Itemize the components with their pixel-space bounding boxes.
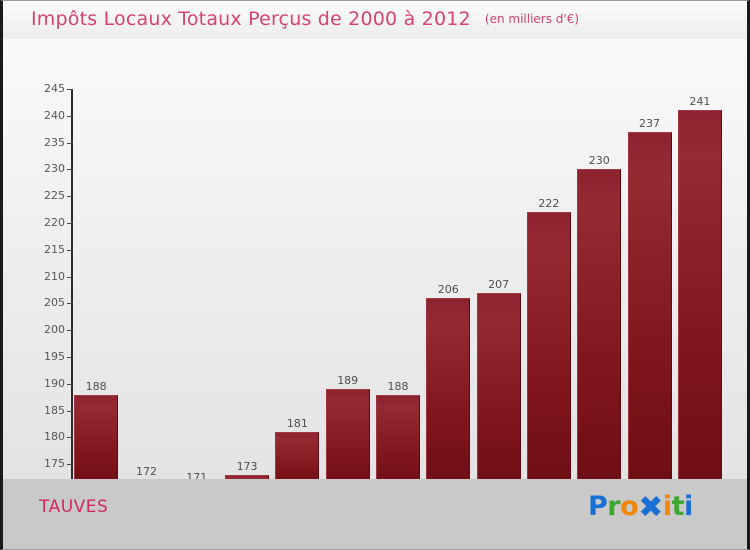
logo-letter-1: r — [607, 491, 621, 522]
bar-value-label: 222 — [538, 197, 560, 211]
bar-value-label: 188 — [387, 379, 409, 393]
chart-header: Impôts Locaux Totaux Perçus de 2000 à 20… — [3, 1, 747, 39]
bar-value-label: 230 — [588, 154, 610, 168]
logo-letter-4: i — [662, 491, 672, 522]
proxiti-logo[interactable]: Pro✖iti — [588, 490, 693, 525]
bar — [677, 110, 722, 491]
logo-letter-2: o — [620, 491, 639, 522]
y-axis-label-text: 245 — [44, 82, 65, 95]
logo-letter-0: P — [588, 491, 608, 522]
bar-value-label: 206 — [437, 283, 459, 297]
y-axis-tick — [67, 249, 73, 251]
bar-value-label: 173 — [236, 459, 258, 473]
y-axis-label: 215 — [25, 244, 65, 255]
y-axis-label-text: 210 — [44, 269, 65, 283]
y-axis-label: 175 — [25, 458, 65, 469]
commune-name: TAUVES — [39, 497, 109, 517]
bar — [74, 394, 119, 491]
bar-value-label: 189 — [337, 374, 359, 388]
y-axis-label-text: 220 — [44, 216, 65, 229]
plot-area: 1701751801851901952002052102152202252302… — [3, 39, 747, 509]
y-axis-label: 195 — [25, 351, 65, 362]
y-axis-label: 245 — [25, 83, 65, 94]
y-axis-tick — [67, 169, 73, 171]
y-axis-tick — [67, 330, 73, 332]
y-axis-label: 230 — [25, 163, 65, 174]
bar — [426, 298, 471, 491]
y-axis-label-text: 230 — [44, 162, 65, 176]
y-axis-tick — [67, 223, 73, 224]
bar — [476, 292, 521, 491]
y-axis-label: 200 — [25, 324, 65, 335]
logo-letter-5: t — [671, 491, 685, 522]
bar-value-label: 188 — [85, 379, 107, 393]
page-title: Impôts Locaux Totaux Perçus de 2000 à 20… — [31, 8, 471, 30]
y-axis-label: 210 — [25, 271, 65, 282]
y-axis-label-text: 200 — [44, 323, 65, 337]
y-axis-label: 185 — [25, 405, 65, 416]
bar-value-label: 207 — [488, 277, 510, 291]
y-axis-label-text: 180 — [44, 430, 65, 444]
bar — [627, 131, 672, 491]
y-axis-label-text: 235 — [44, 135, 65, 149]
y-axis-label-text: 190 — [44, 376, 65, 390]
bar — [325, 389, 370, 491]
bar — [526, 212, 571, 491]
y-axis-label: 235 — [25, 137, 65, 148]
y-axis-label-text: 215 — [44, 242, 65, 256]
bar-value-label: 241 — [689, 95, 711, 109]
y-axis-tick — [67, 357, 73, 358]
bar — [577, 169, 622, 491]
y-axis-label: 225 — [25, 190, 65, 201]
y-axis-line — [71, 89, 73, 492]
chart-subtitle: (en milliers d'€) — [484, 12, 580, 26]
y-axis-tick — [67, 115, 73, 117]
bar-value-label: 237 — [639, 116, 661, 130]
y-axis-tick — [67, 383, 73, 385]
y-axis-tick — [67, 196, 73, 198]
y-axis-label: 190 — [25, 378, 65, 389]
y-axis-tick — [67, 303, 73, 305]
y-axis-tick — [67, 464, 73, 466]
y-axis-tick — [67, 142, 73, 144]
y-axis-label-text: 185 — [44, 403, 65, 417]
y-axis-label-text: 175 — [44, 457, 65, 471]
y-axis-label: 220 — [25, 217, 65, 228]
y-axis-label: 205 — [25, 297, 65, 308]
bar-value-label: 172 — [135, 465, 157, 479]
logo-letter-3: ✖ — [638, 490, 663, 525]
y-axis-tick — [67, 410, 73, 412]
y-axis-label-text: 240 — [44, 108, 65, 122]
y-axis-tick — [67, 89, 73, 90]
logo-letter-6: i — [684, 491, 693, 522]
y-axis-label: 180 — [25, 431, 65, 442]
y-axis-label: 240 — [25, 110, 65, 121]
y-axis-tick — [67, 437, 73, 439]
chart-footer: TAUVES Pro✖iti — [3, 479, 747, 549]
title-line: Impôts Locaux Totaux Perçus de 2000 à 20… — [31, 8, 579, 30]
bar-value-label: 181 — [286, 417, 308, 431]
bar — [376, 394, 420, 491]
y-axis-label-text: 195 — [44, 350, 65, 363]
y-axis-tick — [67, 276, 73, 278]
y-axis-label-text: 205 — [44, 296, 65, 310]
y-axis-label-text: 225 — [44, 189, 65, 203]
